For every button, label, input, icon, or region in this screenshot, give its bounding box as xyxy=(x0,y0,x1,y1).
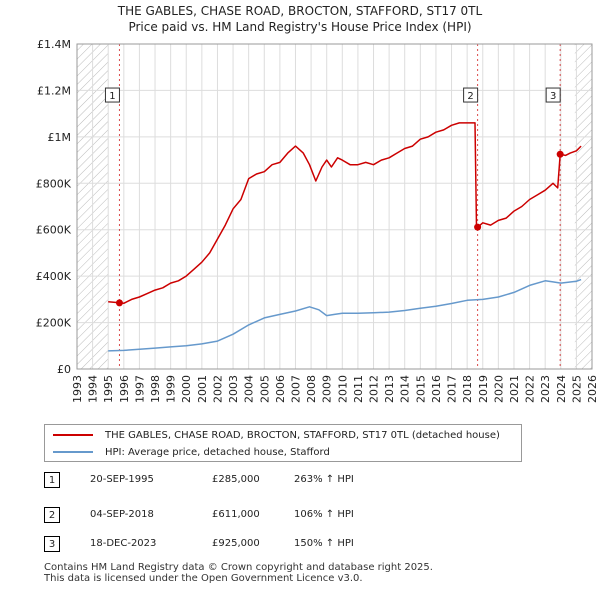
legend-label-hpi: HPI: Average price, detached house, Staf… xyxy=(105,446,330,458)
x-tick-label: 2014 xyxy=(399,375,412,403)
y-tick-label: £1M xyxy=(48,131,72,144)
x-tick-label: 2006 xyxy=(274,375,287,403)
sale-point xyxy=(115,299,123,307)
sale-box-label xyxy=(104,87,120,103)
x-tick-label: 2001 xyxy=(196,375,209,403)
x-tick-label: 2017 xyxy=(446,375,459,403)
sale-box-number: 3 xyxy=(550,91,556,102)
x-tick-label: 2005 xyxy=(258,375,271,403)
x-tick-label: 1999 xyxy=(165,375,178,403)
plot-border xyxy=(76,43,593,370)
x-tick-label: 2008 xyxy=(305,375,318,403)
sale-date: 04-SEP-2018 xyxy=(90,509,154,520)
sale-price: £611,000 xyxy=(212,509,260,520)
legend-swatch-property xyxy=(53,434,93,436)
series-line xyxy=(108,122,582,305)
x-tick-label: 2010 xyxy=(336,375,349,403)
footer: Contains HM Land Registry data © Crown c… xyxy=(44,562,433,584)
chart-subtitle: Price paid vs. HM Land Registry's House … xyxy=(128,20,472,34)
x-tick-label: 2009 xyxy=(321,375,334,403)
sale-hpi-change: 263% ↑ HPI xyxy=(294,474,354,485)
sale-box-label xyxy=(463,87,479,103)
sale-row: 1 20-SEP-1995 £285,000 263% ↑ HPI xyxy=(44,472,464,490)
x-tick-label: 2002 xyxy=(211,375,224,403)
legend: THE GABLES, CHASE ROAD, BROCTON, STAFFOR… xyxy=(44,424,522,462)
x-tick-label: 1996 xyxy=(118,375,131,403)
y-tick-label: £600K xyxy=(36,224,72,237)
x-tick-label: 2000 xyxy=(180,375,193,403)
x-tick-label: 1993 xyxy=(71,375,84,403)
sale-marker-2: 2 xyxy=(44,507,60,523)
x-tick-label: 2024 xyxy=(555,375,568,403)
legend-swatch-hpi xyxy=(53,451,93,453)
footer-copyright: Contains HM Land Registry data © Crown c… xyxy=(44,562,433,573)
x-tick-label: 2013 xyxy=(383,375,396,403)
sale-row: 3 18-DEC-2023 £925,000 150% ↑ HPI xyxy=(44,536,464,554)
y-tick-label: £1.2M xyxy=(37,84,71,97)
sale-row: 2 04-SEP-2018 £611,000 106% ↑ HPI xyxy=(44,507,464,525)
legend-label-property: THE GABLES, CHASE ROAD, BROCTON, STAFFOR… xyxy=(105,429,500,441)
x-tick-label: 1994 xyxy=(87,375,100,403)
y-tick-label: £1.4M xyxy=(37,38,71,51)
x-tick-label: 1995 xyxy=(102,375,115,403)
sale-marker-3: 3 xyxy=(44,536,60,552)
sale-hpi-change: 150% ↑ HPI xyxy=(294,538,354,549)
sale-point xyxy=(556,150,564,158)
sale-marker-1: 1 xyxy=(44,472,60,488)
sale-date: 20-SEP-1995 xyxy=(90,474,154,485)
sale-box-number: 1 xyxy=(109,91,115,102)
series-line xyxy=(108,278,582,352)
sale-price: £925,000 xyxy=(212,538,260,549)
x-tick-label: 2025 xyxy=(570,375,583,403)
x-tick-label: 2022 xyxy=(524,375,537,403)
x-tick-label: 2012 xyxy=(368,375,381,403)
sale-date: 18-DEC-2023 xyxy=(90,538,157,549)
x-tick-label: 2007 xyxy=(289,375,302,403)
footer-licence: This data is licensed under the Open Gov… xyxy=(44,573,363,584)
hatched-region xyxy=(574,44,592,369)
sale-box-label xyxy=(545,87,561,103)
y-tick-label: £800K xyxy=(36,177,72,190)
legend-item-property: THE GABLES, CHASE ROAD, BROCTON, STAFFOR… xyxy=(53,427,500,443)
y-tick-label: £200K xyxy=(36,317,72,330)
sale-box-number: 2 xyxy=(467,91,473,102)
sale-point xyxy=(474,223,482,231)
x-tick-label: 1998 xyxy=(149,375,162,403)
x-tick-label: 2018 xyxy=(461,375,474,403)
x-tick-label: 1997 xyxy=(133,375,146,403)
x-tick-label: 2020 xyxy=(492,375,505,403)
sale-price: £285,000 xyxy=(212,474,260,485)
x-tick-label: 2026 xyxy=(586,375,599,403)
x-tick-label: 2019 xyxy=(477,375,490,403)
legend-item-hpi: HPI: Average price, detached house, Staf… xyxy=(53,444,330,460)
x-tick-label: 2015 xyxy=(414,375,427,403)
y-tick-label: £400K xyxy=(36,270,72,283)
y-tick-label: £0 xyxy=(57,363,71,376)
x-tick-label: 2011 xyxy=(352,375,365,403)
x-tick-label: 2004 xyxy=(243,375,256,403)
x-tick-label: 2021 xyxy=(508,375,521,403)
sale-hpi-change: 106% ↑ HPI xyxy=(294,509,354,520)
chart-title: THE GABLES, CHASE ROAD, BROCTON, STAFFOR… xyxy=(117,4,483,18)
x-tick-label: 2003 xyxy=(227,375,240,403)
x-tick-label: 2023 xyxy=(539,375,552,403)
x-tick-label: 2016 xyxy=(430,375,443,403)
